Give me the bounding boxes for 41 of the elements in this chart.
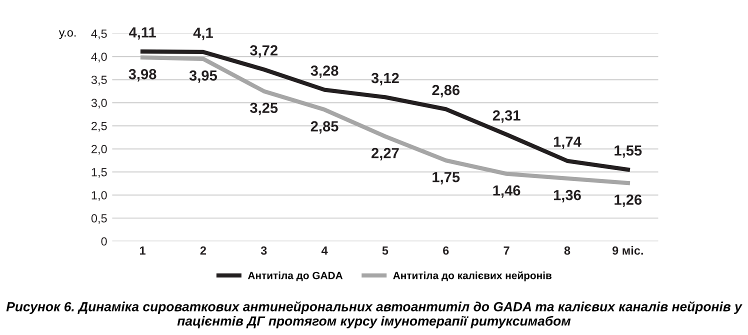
- y-tick-label: 1,5: [92, 168, 107, 178]
- y-tick-label: 0: [101, 237, 107, 246]
- data-label: 3,95: [189, 70, 217, 83]
- data-label: 4,11: [128, 27, 156, 40]
- data-label: 2,85: [310, 121, 338, 134]
- y-axis-title: у.о.: [58, 30, 76, 39]
- y-tick-label: 2,5: [92, 122, 107, 132]
- legend-label: Антитіла до GADA: [248, 272, 343, 282]
- x-tick-label: 5: [382, 246, 388, 255]
- data-label: 3,98: [128, 68, 156, 82]
- x-tick-label: 2: [200, 246, 206, 255]
- data-label: 1,36: [554, 190, 581, 202]
- x-tick-label: 3: [260, 246, 267, 255]
- y-tick-label: 0,5: [91, 214, 107, 224]
- y-tick-label: 4,5: [91, 30, 107, 40]
- data-label: 2,31: [492, 110, 520, 123]
- data-label: 3,25: [250, 102, 278, 116]
- data-label: 3,28: [310, 65, 338, 78]
- text: Рисунок 6. Динаміка сироваткових антинейрональних автоантитіл до GADA та калієвих каналів нейронів у пацієнтів ДГ протягом курсу імунотерапії ритуксимабом: [6, 301, 742, 328]
- data-label: 3,72: [250, 45, 278, 58]
- data-label: 1,46: [493, 185, 520, 198]
- data-label: 3,12: [371, 72, 399, 86]
- y-tick-label: 2,0: [92, 144, 107, 155]
- data-label: 1,26: [614, 194, 642, 207]
- x-tick-label: 6: [443, 246, 449, 255]
- y-tick-label: 3,5: [91, 76, 107, 86]
- data-label: 2,86: [432, 84, 460, 98]
- y-tick-label: 3,0: [91, 98, 107, 109]
- data-label: 2,27: [372, 148, 399, 160]
- x-tick-label: 8: [564, 246, 570, 255]
- x-tick-label: 4: [321, 246, 328, 255]
- legend-label: Антитіла до калієвих нейронів: [393, 271, 552, 282]
- y-tick-label: 1,0: [92, 191, 107, 201]
- x-tick-label: 9 міс.: [612, 246, 643, 255]
- data-label: 1,55: [614, 145, 642, 158]
- data-label: 1,74: [554, 136, 582, 150]
- x-tick-label: 1: [140, 246, 146, 255]
- x-tick-label: 7: [504, 246, 510, 255]
- y-tick-label: 4,0: [91, 52, 107, 62]
- data-label: 4,1: [193, 28, 213, 40]
- data-label: 1,75: [432, 172, 460, 184]
